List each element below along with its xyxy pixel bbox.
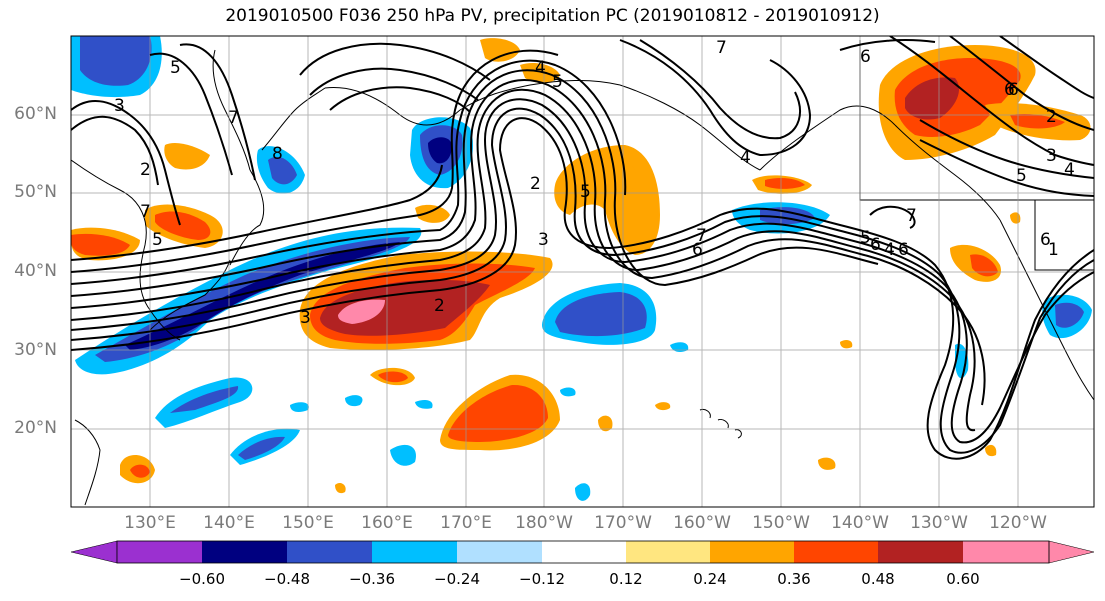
contour-label: 7	[906, 206, 917, 226]
contour-label: 3	[1046, 146, 1057, 166]
contour-label: 8	[272, 144, 283, 164]
lon-label: 130°E	[124, 513, 176, 533]
lon-label: 170°W	[594, 513, 652, 533]
contour-label: 5	[170, 58, 181, 78]
contour-label: 4	[535, 58, 546, 78]
colorbar-tick: 0.48	[861, 570, 895, 588]
contour-label: 6	[898, 240, 909, 260]
lon-label: 140°E	[203, 513, 255, 533]
contour-label: 6	[1040, 230, 1051, 250]
lon-label: 120°W	[989, 513, 1047, 533]
lon-label: 160°E	[361, 513, 413, 533]
lat-label-40n: 40°N	[14, 261, 57, 281]
contour-label: 1	[1048, 240, 1059, 260]
contour-label: 7	[228, 108, 239, 128]
lon-label: 160°W	[673, 513, 731, 533]
lat-label-30n: 30°N	[14, 340, 57, 360]
lat-label-60n: 60°N	[14, 104, 57, 124]
colorbar-tick: −0.12	[519, 570, 565, 588]
contour-label: 6	[692, 240, 703, 260]
colorbar-tick: 0.60	[946, 570, 980, 588]
contour-label: 3	[114, 96, 125, 116]
contour-label: 7	[696, 226, 707, 246]
colorbar-tick: −0.48	[264, 570, 310, 588]
contour-label: 6	[1004, 80, 1015, 100]
contour-label: 6	[860, 47, 871, 67]
contour-label: 5	[152, 230, 163, 250]
colorbar-tick: 0.24	[693, 570, 727, 588]
contour-label: 2	[530, 174, 541, 194]
contour-label: 5	[580, 182, 591, 202]
colorbar	[70, 540, 1095, 564]
contour-label: 7	[140, 202, 151, 222]
contour-label: 6	[870, 235, 881, 255]
colorbar-extend-high	[1048, 540, 1095, 564]
pv-contours	[71, 36, 1094, 460]
map-frame	[70, 35, 1095, 508]
colorbar-tick: 0.36	[777, 570, 811, 588]
colorbar-tick: −0.60	[179, 570, 225, 588]
colorbar-extend-low	[70, 540, 118, 564]
contour-label: 4	[884, 240, 895, 260]
lon-label: 150°E	[282, 513, 334, 533]
contour-label: 2	[434, 296, 445, 316]
contour-label: 2	[140, 160, 151, 180]
contour-label: 3	[538, 230, 549, 250]
lon-label: 130°W	[910, 513, 968, 533]
lat-label-50n: 50°N	[14, 182, 57, 202]
contour-label: 4	[1064, 160, 1075, 180]
colorbar-tick: −0.24	[434, 570, 480, 588]
lon-label: 180°W	[515, 513, 573, 533]
lat-label-20n: 20°N	[14, 418, 57, 438]
contour-label: 5	[1016, 166, 1027, 186]
contour-label: 6	[1008, 80, 1019, 100]
lon-label: 150°W	[752, 513, 810, 533]
map-title: 2019010500 F036 250 hPa PV, precipitatio…	[225, 6, 880, 26]
colorbar-tick: −0.36	[349, 570, 395, 588]
lon-label: 140°W	[831, 513, 889, 533]
colorbar-tick: 0.12	[609, 570, 643, 588]
contour-label: 5	[860, 228, 871, 248]
contour-label: 2	[1046, 107, 1057, 127]
contour-label: 7	[716, 38, 727, 58]
contour-label: 5	[552, 72, 563, 92]
contour-label: 3	[300, 308, 311, 328]
lon-label: 170°E	[440, 513, 492, 533]
contour-label: 4	[740, 148, 751, 168]
